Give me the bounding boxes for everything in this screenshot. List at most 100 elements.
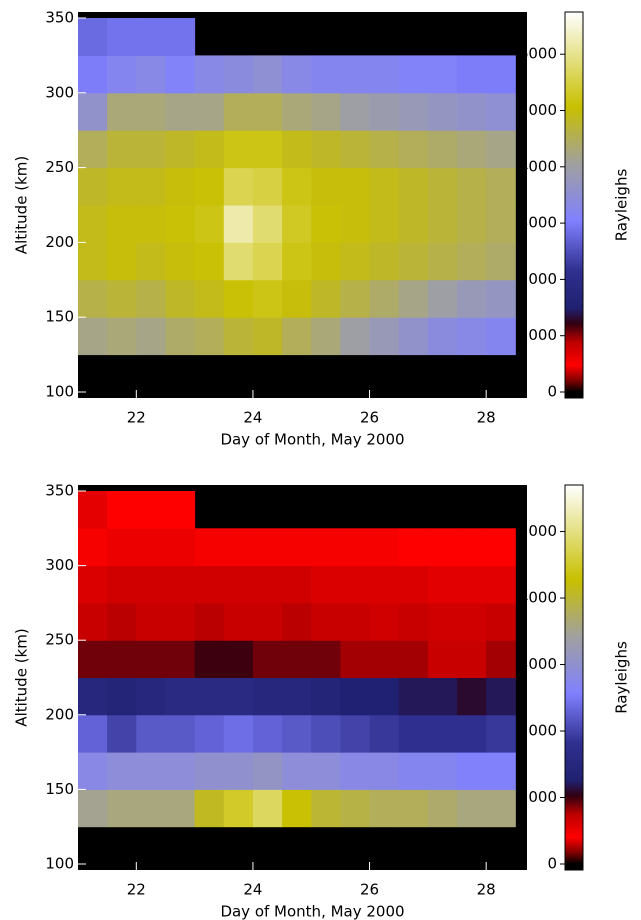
- heatmap-cell: [486, 130, 516, 169]
- heatmap-cell: [107, 602, 137, 641]
- heatmap-cell: [457, 640, 487, 678]
- heatmap-cell: [457, 677, 487, 716]
- heatmap-cell: [457, 92, 487, 131]
- heatmap-cell: [457, 242, 487, 281]
- heatmap-cell: [194, 55, 225, 94]
- heatmap-cell: [107, 752, 137, 790]
- heatmap-cell: [340, 130, 371, 169]
- heatmap-cell: [486, 640, 516, 678]
- heatmap-cell: [398, 242, 429, 281]
- heatmap-cell: [486, 677, 516, 716]
- heatmap-cell: [194, 205, 225, 243]
- heatmap-cell: [282, 528, 312, 567]
- y-axis-title: Altitude (km): [13, 628, 31, 726]
- heatmap-cell: [223, 789, 254, 828]
- heatmap-cell: [486, 714, 516, 753]
- x-tick-label: 22: [127, 881, 146, 899]
- heatmap-cell: [369, 602, 400, 641]
- heatmap-cell: [282, 714, 312, 753]
- heatmap-cell: [78, 317, 108, 356]
- heatmap-cell: [398, 789, 429, 828]
- heatmap-cell: [457, 317, 487, 356]
- heatmap-cell: [194, 752, 225, 790]
- y-tick-label: 350: [45, 482, 74, 500]
- heatmap-cell: [340, 242, 371, 281]
- heatmap-cell: [282, 565, 312, 604]
- heatmap-cell: [223, 565, 254, 604]
- heatmap-cell: [282, 677, 312, 716]
- heatmap-cell: [223, 714, 254, 753]
- y-tick-label: 350: [45, 9, 74, 27]
- heatmap-cell: [398, 640, 429, 678]
- heatmap-cell: [369, 55, 400, 94]
- heatmap-cell: [223, 167, 254, 206]
- heatmap-cell: [194, 789, 225, 828]
- heatmap-cell: [194, 317, 225, 356]
- heatmap-cell: [223, 130, 254, 169]
- heatmap-cell: [136, 789, 166, 828]
- heatmap-cell: [107, 714, 137, 753]
- heatmap-cell: [427, 55, 458, 94]
- heatmap-cell: [194, 640, 225, 678]
- heatmap-cell: [252, 130, 283, 169]
- heatmap-cell: [165, 18, 196, 56]
- heatmap-cell: [457, 565, 487, 604]
- heatmap-cell: [107, 565, 137, 604]
- heatmap-cell: [223, 92, 254, 131]
- heatmap-cell: [311, 279, 341, 318]
- colorbar-title: Rayleighs: [613, 169, 631, 242]
- heatmap-cell: [311, 640, 341, 678]
- heatmap-cell: [136, 55, 166, 94]
- colorbar-tick-label: 4000: [519, 157, 557, 175]
- heatmap-cell: [340, 789, 371, 828]
- x-tick-label: 22: [127, 409, 146, 427]
- heatmap-cell: [486, 752, 516, 790]
- heatmap-cell: [427, 640, 458, 678]
- heatmap-cell: [165, 789, 196, 828]
- heatmap-cell: [78, 640, 108, 678]
- heatmap-cell: [311, 130, 341, 169]
- colorbar-tick-label: 5000: [519, 101, 557, 119]
- heatmap-cell: [340, 55, 371, 94]
- heatmap-cell: [165, 528, 196, 567]
- heatmap-cell: [78, 205, 108, 243]
- colorbar-tick-label: 0: [547, 383, 557, 401]
- heatmap-cell: [165, 279, 196, 318]
- heatmap-cell: [78, 789, 108, 828]
- heatmap-cell: [252, 92, 283, 131]
- heatmap-cell: [311, 565, 341, 604]
- heatmap-cell: [165, 752, 196, 790]
- heatmap-cell: [165, 92, 196, 131]
- heatmap-cell: [427, 205, 458, 243]
- heatmap-cell: [398, 205, 429, 243]
- heatmap-cell: [107, 242, 137, 281]
- heatmap-cell: [340, 752, 371, 790]
- heatmap-cell: [223, 602, 254, 641]
- heatmap-cell: [340, 279, 371, 318]
- heatmap-cell: [340, 677, 371, 716]
- colorbar-tick-label: 3000: [519, 655, 557, 673]
- heatmap-cell: [457, 205, 487, 243]
- heatmap-cell: [194, 602, 225, 641]
- heatmap-cell: [165, 714, 196, 753]
- heatmap-cell: [136, 565, 166, 604]
- heatmap-cell: [252, 167, 283, 206]
- heatmap-cell: [311, 167, 341, 206]
- heatmap-cell: [107, 491, 137, 529]
- heatmap-cell: [223, 205, 254, 243]
- heatmap-cell: [136, 242, 166, 281]
- heatmap-cell: [369, 167, 400, 206]
- heatmap-cell: [398, 55, 429, 94]
- heatmap-cell: [311, 528, 341, 567]
- x-axis-title: Day of Month, May 2000: [220, 431, 404, 449]
- heatmap-cell: [194, 92, 225, 131]
- heatmap-cell: [398, 602, 429, 641]
- heatmap-cell: [340, 565, 371, 604]
- heatmap-cell: [165, 640, 196, 678]
- heatmap-cell: [252, 317, 283, 356]
- heatmap-cell: [398, 528, 429, 567]
- heatmap-cell: [427, 565, 458, 604]
- heatmap-cell: [78, 279, 108, 318]
- heatmap-cell: [398, 130, 429, 169]
